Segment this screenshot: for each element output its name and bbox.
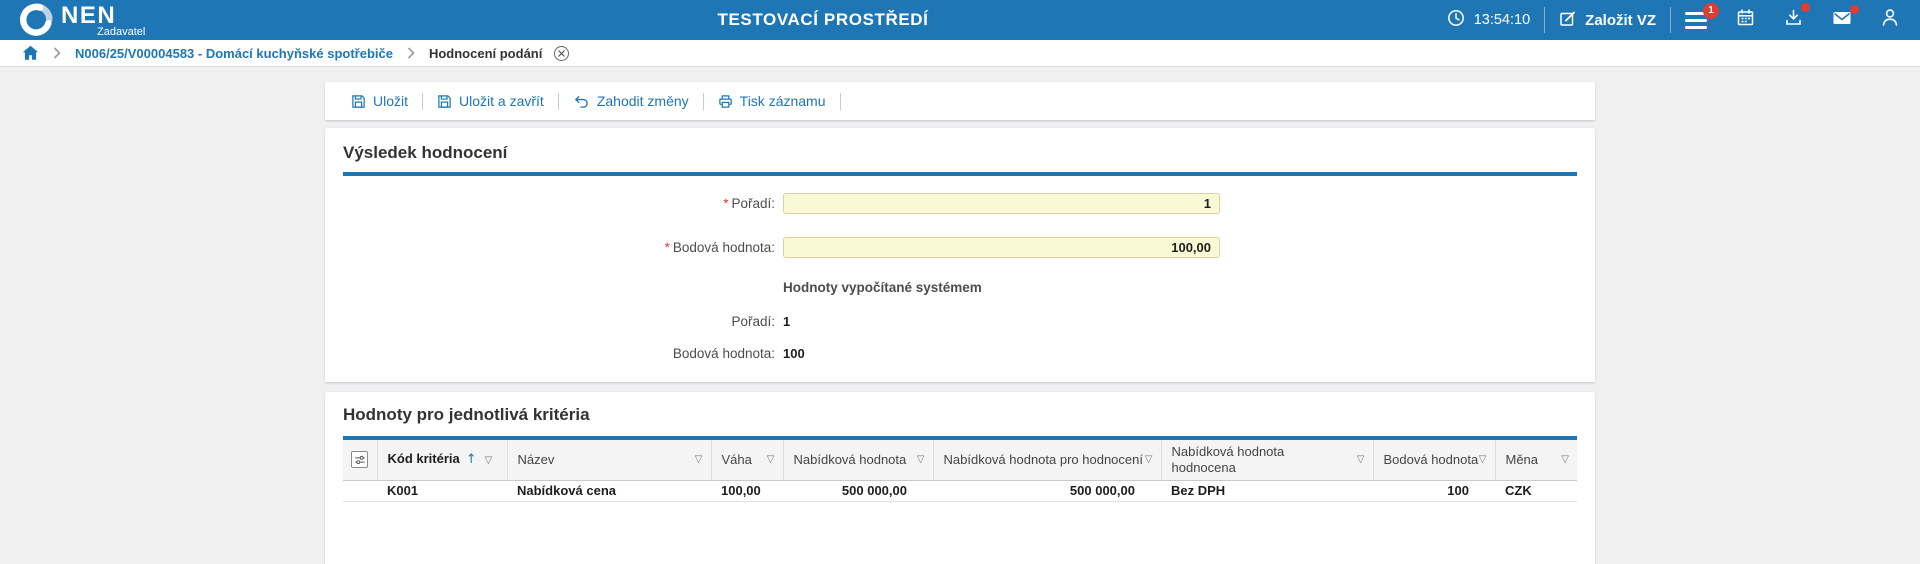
criteria-values-section: Hodnoty pro jednotlivá kritéria Kód krit… [325,392,1595,564]
cell-vaha: 100,00 [711,480,783,502]
score-field-label: * Bodová hodnota: [664,240,775,255]
rank-input[interactable] [783,193,1220,214]
filter-icon[interactable]: ▽ [916,453,925,465]
criteria-table: Kód kritéria ↑ ▽ Název ▽ Váha ▽ Nabídková ho… [343,440,1577,502]
menu-badge: 1 [1703,2,1719,19]
chevron-right-icon [53,47,61,59]
computed-score-row: Bodová hodnota: 100 [343,346,1577,361]
filter-icon[interactable]: ▽ [694,453,703,465]
column-settings-header [343,440,377,481]
section-title-rule [343,172,1577,176]
column-header-mena[interactable]: Měna ▽ [1494,440,1577,481]
computed-rank-value: 1 [783,314,791,329]
downloads-badge-dot [1801,3,1810,12]
computed-values-heading: Hodnoty vypočítané systémem [783,280,982,295]
breadcrumb-contract-link[interactable]: N006/25/V00004583 - Domácí kuchyňské spo… [75,45,393,61]
row-selector-cell [343,480,377,502]
header-separator [1544,7,1546,33]
calendar-icon [1736,8,1755,32]
create-vz-label: Založit VZ [1585,11,1656,29]
breadcrumb-current-page: Hodnocení podání [428,45,543,61]
brand-name: NEN [61,1,117,29]
table-header-row: Kód kritéria ↑ ▽ Název ▽ Váha ▽ Nabídková ho… [343,440,1577,481]
profile-button[interactable] [1881,8,1899,32]
column-header-nazev[interactable]: Název ▽ [506,440,711,481]
edit-icon [1559,10,1576,31]
chevron-right-icon [407,47,415,59]
filter-icon[interactable]: ▽ [766,453,775,465]
cell-bodova-hodnota: 100 [1373,480,1495,502]
required-marker: * [723,196,729,211]
evaluation-result-section: Výsledek hodnocení *Pořadí: *Bodová hodn… [325,128,1595,382]
score-input[interactable] [783,237,1220,258]
record-toolbar: Uložit Uložit a zavřít Zahodit změny Tis… [325,82,1595,120]
table-row[interactable]: K001 Nabídková cena 100,00 500 000,00 50… [343,480,1577,502]
clock-icon [1447,9,1465,31]
server-time-value: 13:54:10 [1473,12,1531,28]
filter-icon[interactable]: ▽ [1478,453,1487,465]
column-header-nabidkova-hodnota-pro-hodnoceni[interactable]: Nabídková hodnota pro hodnocení ▽ [932,440,1161,481]
downloads-button[interactable] [1784,3,1810,32]
menu-button[interactable]: 1 [1685,2,1719,29]
server-time: 13:54:10 [1447,9,1530,31]
computed-score-label: Bodová hodnota: [672,346,775,361]
filter-icon[interactable]: ▽ [484,455,493,467]
cell-nazev: Nabídková cena [507,480,711,502]
section-title-result: Výsledek hodnocení [343,143,508,162]
create-vz-button[interactable]: Založit VZ [1559,10,1656,31]
nen-logo-icon [20,2,53,41]
brand-role: Zadavatel [97,25,146,38]
toolbar-separator [839,92,841,110]
cell-kod-kriteria: K001 [377,480,507,502]
filter-icon[interactable]: ▽ [1356,453,1365,465]
table-top-rule [343,436,1577,440]
column-header-nabidkova-hodnota[interactable]: Nabídková hodnota ▽ [782,440,933,481]
messages-button[interactable] [1832,4,1859,31]
save-and-close-button[interactable]: Uložit a zavřít [437,93,544,109]
messages-badge-dot [1850,4,1859,14]
column-settings-icon[interactable] [351,451,369,469]
header-separator [1670,7,1671,33]
column-header-vaha[interactable]: Váha ▽ [710,440,783,481]
cell-nabidkova-hodnota: 500 000,00 [783,480,933,502]
hamburger-icon [1685,11,1707,29]
filter-icon[interactable]: ▽ [1144,453,1153,465]
calendar-button[interactable] [1736,8,1755,32]
nen-logo[interactable]: NEN Zadavatel [20,0,145,41]
close-tab-icon[interactable] [554,45,570,61]
cell-mena: CZK [1495,480,1577,502]
breadcrumb: N006/25/V00004583 - Domácí kuchyňské spo… [0,40,1920,67]
discard-changes-label: Zahodit změny [596,93,689,109]
column-header-kod-kriteria[interactable]: Kód kritéria ↑ ▽ [376,440,507,481]
rank-field-label: * Pořadí: [723,196,775,211]
discard-changes-button[interactable]: Zahodit změny [573,93,689,109]
download-icon [1784,8,1803,32]
cell-nabidkova-hodnota-hodnocena: Bez DPH [1161,480,1373,502]
sort-ascending-icon: ↑ [465,452,477,468]
computed-rank-row: Pořadí: 1 [343,314,1577,329]
toolbar-separator [557,92,559,110]
save-label: Uložit [373,93,409,109]
toolbar-separator [422,92,424,110]
column-header-nabidkova-hodnota-hodnocena[interactable]: Nabídková hodnota hodnocena ▽ [1160,440,1373,481]
section-title-criteria: Hodnoty pro jednotlivá kritéria [343,405,590,424]
form-row-rank: * Pořadí: [343,193,1577,214]
user-icon [1881,8,1899,32]
save-and-close-label: Uložit a zavřít [459,93,544,109]
toolbar-separator [702,92,704,110]
save-button[interactable]: Uložit [351,93,408,109]
column-header-bodova-hodnota[interactable]: Bodová hodnota ▽ [1372,440,1495,481]
filter-icon[interactable]: ▽ [1561,453,1569,465]
print-record-button[interactable]: Tisk záznamu [718,93,826,109]
mail-icon [1832,10,1852,31]
form-row-score: * Bodová hodnota: [343,237,1577,258]
required-marker: * [664,240,670,255]
app-header: NEN Zadavatel TESTOVACÍ PROSTŘEDÍ 13:54:… [0,0,1920,40]
print-record-label: Tisk záznamu [739,93,826,109]
cell-nabidkova-hodnota-pro-hodnoceni: 500 000,00 [933,480,1161,502]
home-icon[interactable] [22,45,39,61]
computed-score-value: 100 [783,346,805,361]
environment-title: TESTOVACÍ PROSTŘEDÍ [717,10,929,29]
computed-rank-label: Pořadí: [731,314,775,329]
